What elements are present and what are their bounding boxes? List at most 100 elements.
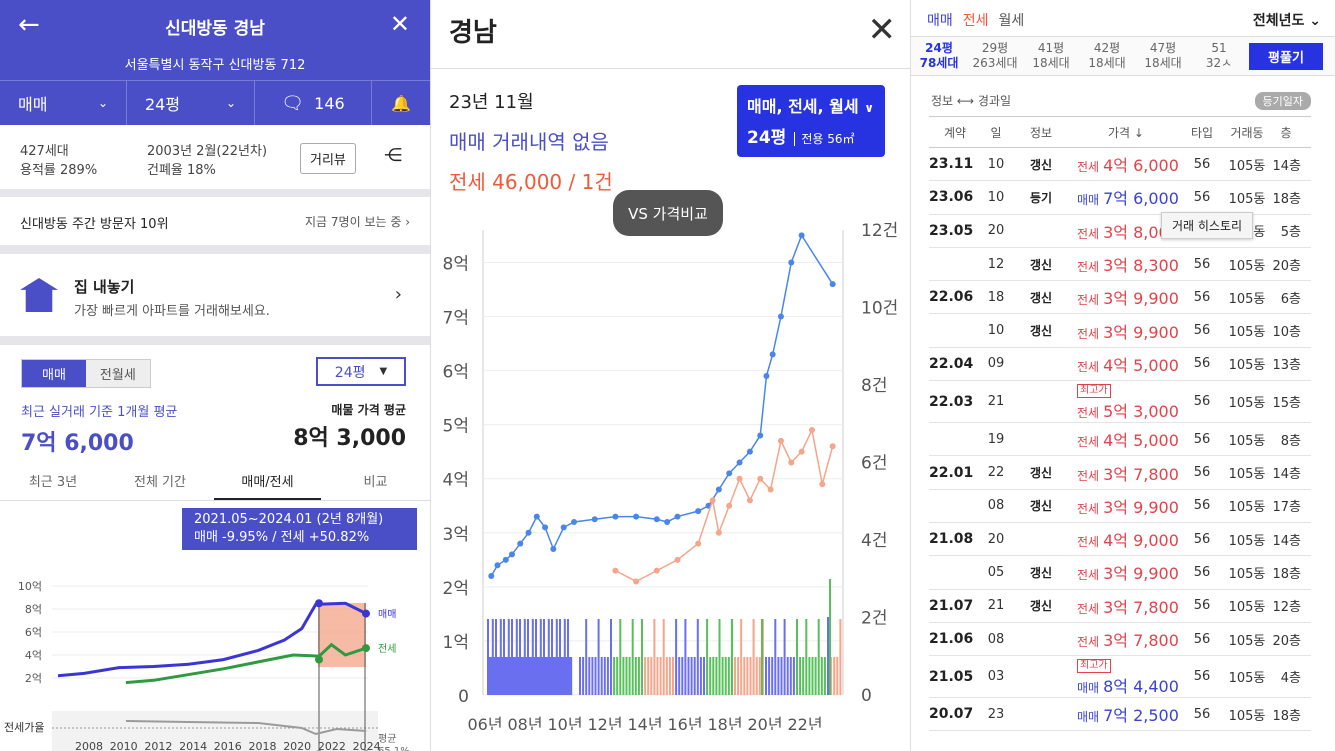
volume-bar [591, 657, 594, 695]
price-line: 매매 8억 4,400 [1077, 673, 1181, 697]
close-icon[interactable]: ✕ [867, 10, 897, 50]
table-row[interactable]: 22.01 22 갱신 전세 3억 7,800 56 105동 14층 [929, 456, 1311, 490]
rent-tab[interactable]: 전월세 [85, 360, 150, 387]
building: 105동 [1228, 158, 1266, 174]
trade-kind: 매매 [1077, 680, 1100, 695]
tab-all-period[interactable]: 전체 기간 [134, 475, 186, 490]
tab-monthly[interactable]: 월세 [998, 13, 1025, 29]
column-header[interactable]: 층 [1280, 125, 1292, 140]
volume-bar [538, 657, 541, 695]
table-row[interactable]: 22.04 09 전세 4억 5,000 56 105동 13층 [929, 348, 1311, 382]
tab-sale-rent[interactable]: 매매/전세 [214, 463, 321, 500]
volume-bar [560, 657, 563, 695]
table-row[interactable]: 05 갱신 전세 3억 9,900 56 105동 18층 [929, 556, 1311, 590]
type-dropdown[interactable]: 매매 ⌄ [0, 81, 127, 125]
volume-bar [490, 657, 493, 695]
building: 105동 [1228, 708, 1266, 724]
column-header[interactable]: 거래동 [1230, 125, 1264, 140]
table-row[interactable]: 22.06 18 갱신 전세 3억 9,900 56 105동 6층 [929, 281, 1311, 315]
x-tick-label: 06년 [467, 715, 502, 730]
trade-kind: 전세 [1077, 435, 1100, 450]
size-option[interactable]: 41평 18세대 [1023, 37, 1079, 75]
size-option[interactable]: 51 32ㅅ [1191, 37, 1247, 75]
tab-compare[interactable]: 비교 [363, 475, 388, 490]
building: 105동 [1228, 396, 1266, 412]
volume-bar [774, 619, 777, 695]
volume-bar [687, 657, 690, 695]
table-row[interactable]: 08 갱신 전세 3억 9,900 56 105동 17층 [929, 490, 1311, 523]
trade-price: 4억 5,000 [1103, 431, 1179, 451]
trade-price-chart[interactable]: 0 1억 2억 3억 4억 5억 6억 7억 8억 0 2건 4건 6건 8건 10건 12건 06년 08년 10… [431, 210, 910, 730]
y2-tick-label: 10건 [861, 299, 898, 319]
building: 105동 [1228, 433, 1266, 449]
table-row[interactable]: 22.03 21 최고가 전세 5억 3,000 56 105동 15층 [929, 381, 1311, 424]
sale-tab[interactable]: 매매 [22, 360, 86, 387]
address: 서울특별시 동작구 신대방동 712 [124, 58, 306, 73]
column-header[interactable]: 타입 [1190, 125, 1214, 140]
table-row[interactable]: 12 갱신 전세 3억 8,300 56 105동 20층 [929, 248, 1311, 282]
trade-filter-button[interactable]: 매매, 전세, 월세 ∨ 24평 전용 56㎡ [737, 85, 885, 157]
volume-bar [511, 619, 513, 695]
comments-button[interactable]: 🗨 146 [255, 81, 372, 125]
size-option[interactable]: 29평 263세대 [967, 37, 1023, 75]
table-row[interactable]: 21.06 08 전세 3억 7,800 56 105동 20층 [929, 623, 1311, 657]
comments-count: 146 [314, 93, 345, 113]
volume-bar [783, 619, 786, 695]
info-badge: 갱신 [1029, 324, 1053, 339]
y-tick-label: 5억 [443, 417, 469, 437]
tab-recent-3y[interactable]: 최근 3년 [28, 475, 78, 490]
column-header[interactable]: 정보 [1029, 125, 1053, 140]
column-header[interactable]: 계약 [943, 125, 967, 140]
volume-bar [712, 657, 715, 695]
transaction-table: 23.11 10 갱신 전세 4억 6,000 56 105동 14층 23.06 10 등기 매매 7… [929, 148, 1311, 732]
tab-sale[interactable]: 매매 [927, 13, 953, 29]
info-badge: 갱신 [1029, 157, 1053, 172]
volume-bar [499, 619, 502, 695]
column-header[interactable]: 일 [990, 125, 1002, 140]
volume-bar [619, 619, 622, 695]
vs-compare-button[interactable]: VS 가격비교 [613, 190, 723, 236]
back-arrow-icon[interactable]: ← [18, 10, 40, 40]
close-icon[interactable]: ✕ [389, 10, 410, 38]
notification-bell-icon[interactable]: 🔔 [391, 93, 411, 113]
contract-day: 22 [987, 465, 1005, 481]
pyeong-expand-button[interactable]: 평풀기 [1249, 43, 1323, 70]
volume-bar [789, 657, 792, 695]
streetview-button[interactable]: 거리뷰 [300, 143, 356, 174]
share-icon[interactable]: ⋲ [384, 145, 402, 166]
registration-date-button[interactable]: 등기일자 [1254, 92, 1311, 110]
table-row[interactable]: 21.07 21 갱신 전세 3억 7,800 56 105동 12층 [929, 590, 1311, 623]
y-tick-label: 2억 [443, 579, 469, 599]
trade-price: 3억 9,900 [1103, 564, 1179, 584]
size-option[interactable]: 24평 78세대 [911, 37, 967, 75]
size-select[interactable]: 24평 ▼ [316, 357, 406, 386]
volume-bar [777, 657, 780, 695]
table-row[interactable]: 21.08 20 전세 4억 9,000 56 105동 14층 [929, 523, 1311, 557]
volume-bar [734, 657, 736, 695]
table-row[interactable]: 10 갱신 전세 3억 9,900 56 105동 10층 [929, 314, 1311, 348]
table-row[interactable]: 19 전세 4억 5,000 56 105동 8층 [929, 423, 1311, 457]
tab-rent[interactable]: 전세 [962, 13, 989, 29]
sell-home-banner[interactable]: 집 내놓기 가장 빠르게 아파트를 거래해보세요. › [0, 254, 430, 336]
x-tick-label: 2014 [179, 740, 207, 751]
size-option[interactable]: 47평 18세대 [1135, 37, 1191, 75]
table-row[interactable]: 23.11 10 갱신 전세 4억 6,000 56 105동 14층 [929, 148, 1311, 182]
table-row[interactable]: 21.05 03 최고가 매매 8억 4,400 56 105동 4층 [929, 656, 1311, 699]
volume-bar [546, 657, 549, 695]
price-line: 전세 3억 8,000 [1077, 219, 1181, 243]
volume-bar [653, 619, 656, 695]
size-dropdown[interactable]: 24평 ⌄ [127, 81, 255, 125]
column-header[interactable]: 가격 ↓ [1108, 125, 1144, 140]
info-elapsed-toggle[interactable]: 정보 ⟷ 경과일 [931, 94, 1012, 108]
size-option[interactable]: 42평 18세대 [1079, 37, 1135, 75]
table-row[interactable]: 23.06 10 등기 매매 7억 6,000 56 105동 18층 [929, 181, 1311, 215]
price-cell: 전세 4억 9,000 [1071, 527, 1181, 551]
price-line: 전세 3억 7,800 [1077, 594, 1181, 618]
visitors-row[interactable]: 신대방동 주간 방문자 10위 지금 7명이 보는 중 › [0, 197, 430, 245]
volume-bar [634, 657, 637, 695]
period-dropdown[interactable]: 전체년도 ⌄ [1253, 10, 1321, 30]
table-row[interactable]: 20.07 23 매매 7억 2,500 56 105동 18층 [929, 698, 1311, 732]
price-cell: 매매 7억 2,500 [1071, 702, 1181, 726]
